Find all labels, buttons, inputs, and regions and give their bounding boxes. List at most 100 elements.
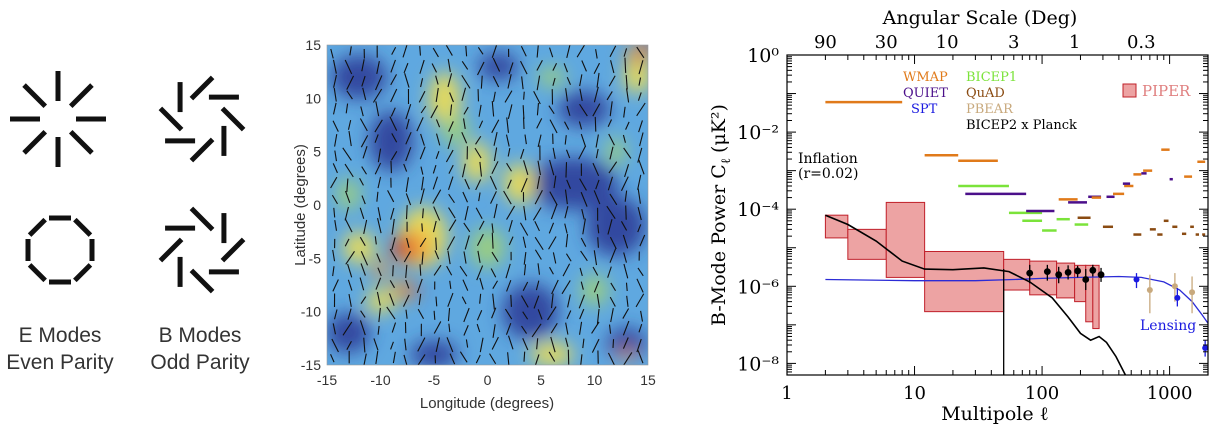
- bmode-spectrum-chart: Angular Scale (Deg) 1 10 100 1000 10⁰ 10⁻² 10⁻…: [695, 0, 1228, 430]
- legend-entry: WMAP: [903, 70, 948, 85]
- pbear-point: [1189, 289, 1195, 295]
- x-tick-label: 1: [781, 383, 792, 404]
- map-y-tick-label: 0: [313, 197, 321, 213]
- bicep2-planck-point: [1074, 268, 1081, 275]
- bicep2-planck-point: [1044, 268, 1051, 275]
- bicep2-planck-point: [1089, 267, 1096, 274]
- chart-title: Angular Scale (Deg): [882, 7, 1078, 29]
- map-color-region: [581, 274, 609, 306]
- top-axis-tick-label: 90: [814, 32, 837, 53]
- map-color-region: [502, 284, 558, 340]
- bicep2-planck-point: [1082, 276, 1089, 283]
- polarization-vector: [523, 105, 524, 119]
- b-mode-spiral-pattern-2: [160, 208, 243, 291]
- legend-entry: PBEAR: [966, 102, 1014, 117]
- y-axis-units: (μK²): [708, 104, 730, 153]
- x-tick-label: 10: [903, 383, 926, 404]
- legend-entry: BICEP1: [966, 70, 1017, 85]
- map-y-tick-label: -10: [301, 304, 321, 320]
- polarization-vector: [598, 237, 599, 248]
- legend-entry: QuAD: [966, 86, 1005, 101]
- bicep2-planck-point: [1055, 271, 1062, 278]
- bicep2-planck-point: [1065, 269, 1072, 276]
- polarization-vector: [436, 297, 437, 307]
- map-y-axis-label: Latitude (degrees): [292, 144, 309, 266]
- map-y-tick-label: 5: [313, 144, 321, 160]
- piper-legend-swatch: [1123, 84, 1136, 97]
- polarization-vector: [595, 117, 596, 132]
- legend-entry: SPT: [911, 102, 938, 117]
- bicep2-planck-point: [1098, 271, 1105, 278]
- e-mode-bar: [24, 132, 45, 153]
- polarization-vector: [420, 264, 421, 275]
- e-mode-parity: Even Parity: [5, 349, 115, 376]
- y-tick-label: 10⁻²: [737, 122, 779, 144]
- b-mode-spiral-pattern: [160, 77, 243, 160]
- piper-forecast-box: [925, 251, 1004, 311]
- x-tick-label: 100: [1025, 383, 1059, 404]
- y-tick-label: 10⁻⁴: [737, 199, 779, 221]
- map-color-region: [470, 228, 506, 268]
- bicep2-planck-point: [1026, 270, 1033, 277]
- y-axis-label: B-Mode Power C: [708, 164, 730, 326]
- top-axis-tick-label: 3: [1008, 32, 1019, 53]
- y-tick-label: 10⁻⁸: [737, 353, 779, 375]
- map-y-tick-label: 15: [305, 37, 321, 53]
- e-mode-label: E Modes: [5, 322, 115, 349]
- b-mode-caption: B Modes Odd Parity: [145, 322, 255, 376]
- map-color-region: [441, 114, 469, 146]
- e-mode-radial-pattern: [10, 71, 106, 167]
- spt-point: [1202, 345, 1208, 351]
- y-axis-label-subscript: ℓ: [719, 158, 734, 164]
- pbear-point: [1147, 287, 1153, 293]
- map-x-tick-label: 15: [640, 372, 656, 388]
- polarization-vector: [613, 339, 614, 348]
- polarization-vector: [626, 283, 627, 291]
- piper-forecast-box: [1086, 265, 1093, 321]
- map-x-tick-label: 0: [484, 372, 492, 388]
- map-x-tick-label: 10: [587, 372, 603, 388]
- x-tick-label: 1000: [1147, 383, 1193, 404]
- map-image: [326, 39, 656, 368]
- polarization-vector: [422, 223, 423, 231]
- bmode-spectrum-panel: Angular Scale (Deg) 1 10 100 1000 10⁰ 10⁻² 10⁻…: [695, 0, 1228, 430]
- map-color-region: [606, 138, 626, 166]
- svg-text:B-Mode Power Cℓ(μK²): B-Mode Power Cℓ (μK²): [708, 104, 734, 326]
- polarization-vector: [420, 46, 421, 56]
- map-y-tick-label: -15: [301, 357, 321, 373]
- e-mode-bar: [71, 132, 92, 153]
- map-color-region: [336, 178, 360, 210]
- legend-entry: QUIET: [903, 86, 948, 101]
- piper-forecast-box: [825, 215, 847, 238]
- polarization-vector: [524, 352, 525, 362]
- map-color-region: [343, 232, 375, 264]
- polarization-vector: [492, 233, 493, 249]
- map-x-tick-label: -5: [428, 372, 441, 388]
- polarization-vector: [434, 311, 435, 320]
- piper-forecast-box: [886, 202, 924, 277]
- polarization-vector: [423, 208, 424, 218]
- top-axis-tick-label: 10: [936, 32, 959, 53]
- y-tick-label: 10⁰: [747, 45, 779, 67]
- piper-legend-label: PIPER: [1142, 82, 1191, 100]
- e-mode-ring-pattern: [28, 218, 92, 282]
- map-x-axis-label: Longitude (degrees): [420, 395, 554, 412]
- map-y-tick-label: 10: [305, 90, 321, 106]
- top-axis-tick-label: 0.3: [1127, 32, 1156, 53]
- map-x-tick-label: -10: [370, 372, 390, 388]
- map-color-region: [619, 348, 635, 360]
- lensing-label: Lensing: [1140, 318, 1196, 334]
- map-y-tick-label: -5: [309, 250, 322, 266]
- map-color-region: [558, 91, 610, 127]
- e-mode-bar: [24, 85, 45, 106]
- e-mode-ring-bar: [30, 265, 46, 281]
- e-mode-bar: [71, 85, 92, 106]
- b-mode-label: B Modes: [145, 322, 255, 349]
- legend-entry: BICEP2 x Planck: [966, 118, 1077, 133]
- spt-point: [1133, 277, 1139, 283]
- polarization-vector: [436, 238, 437, 250]
- e-mode-ring-bar: [75, 265, 91, 281]
- b-mode-parity: Odd Parity: [145, 349, 255, 376]
